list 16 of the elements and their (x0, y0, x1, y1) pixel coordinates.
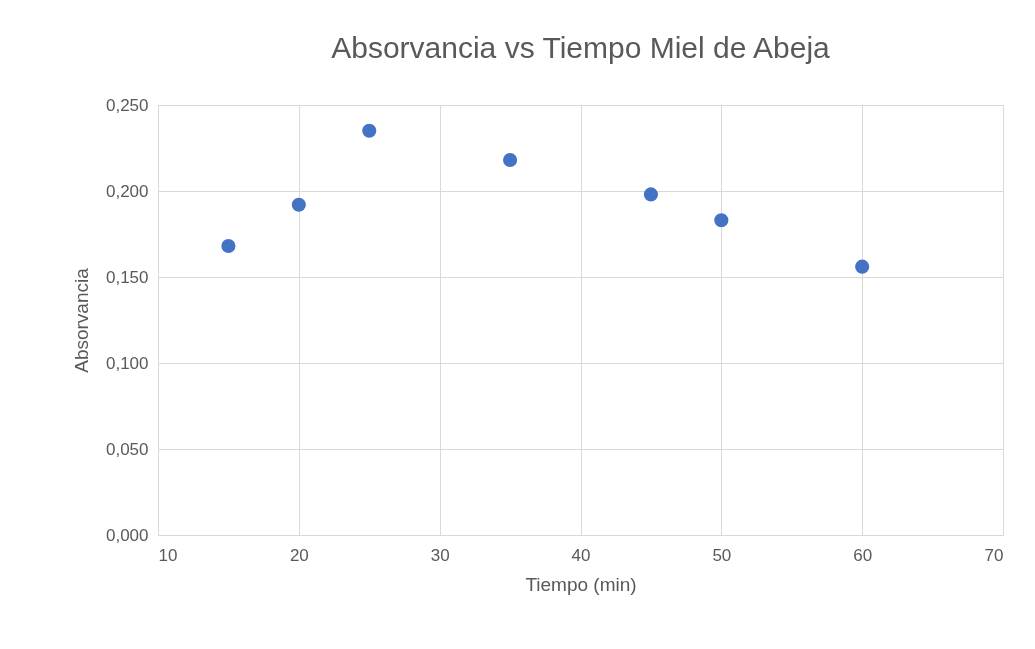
y-tick-label: 0,100 (105, 353, 149, 373)
x-tick-label: 40 (571, 545, 591, 565)
y-tick-label: 0,000 (105, 525, 149, 545)
chart-title: Absorvancia vs Tiempo Miel de Abeja (331, 31, 831, 64)
y-tick-label: 0,250 (105, 95, 149, 115)
y-axis-title: Absorvancia (70, 267, 92, 373)
x-tick-label: 10 (158, 545, 178, 565)
y-tick-label: 0,150 (105, 267, 149, 287)
x-tick-label: 70 (984, 545, 1004, 565)
y-tick-label: 0,200 (105, 181, 149, 201)
x-axis-title: Tiempo (min) (525, 573, 637, 595)
x-tick-label: 60 (853, 545, 873, 565)
x-tick-label: 30 (430, 545, 450, 565)
y-tick-label: 0,050 (105, 439, 149, 459)
x-tick-label: 20 (289, 545, 309, 565)
x-tick-label: 50 (712, 545, 732, 565)
